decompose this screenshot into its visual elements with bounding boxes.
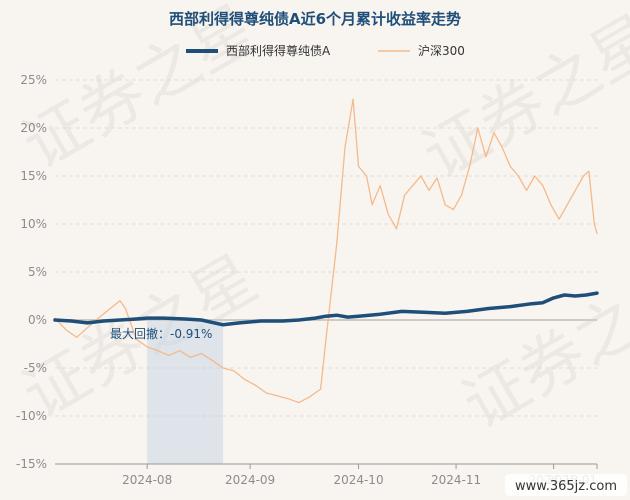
y-axis-labels: 25% 20% 15% 10% 5% 0% -5% -10% -15% <box>16 73 47 471</box>
y-tick-label: 5% <box>28 265 47 279</box>
site-badge-bg <box>505 474 627 496</box>
y-tick-label: -10% <box>16 409 47 423</box>
legend-label-index: 沪深300 <box>418 44 465 58</box>
x-tick-label: 2024-08 <box>122 473 172 487</box>
legend: 西部利得得尊纯债A 沪深300 <box>186 43 465 58</box>
series-layer <box>53 98 599 404</box>
y-tick-label: 20% <box>20 121 47 135</box>
y-tick-label: 15% <box>20 169 47 183</box>
x-tick-label: 2024-10 <box>333 473 383 487</box>
y-tick-label: -15% <box>16 457 47 471</box>
drawdown-shade-layer <box>147 320 224 464</box>
series-line-fund <box>53 291 599 327</box>
x-tick-label: 2024-11 <box>431 473 481 487</box>
chart-title: 西部利得得尊纯债A近6个月累计收益率走势 <box>169 10 461 28</box>
y-tick-label: -5% <box>24 361 47 375</box>
site-badge: www.365jz.com <box>505 474 627 496</box>
watermark-text: 证券之星 <box>451 252 630 444</box>
site-url: www.365jz.com <box>515 479 617 494</box>
drawdown-shade <box>147 320 224 464</box>
y-tick-label: 10% <box>20 217 47 231</box>
series-line-index <box>54 98 598 404</box>
watermark-text: 证券之星 <box>411 2 630 194</box>
max-drawdown-annotation: 最大回撤：-0.91% <box>110 326 212 341</box>
legend-label-fund: 西部利得得尊纯债A <box>226 43 331 58</box>
x-tick-label: 2024-09 <box>225 473 275 487</box>
y-tick-label: 25% <box>20 73 47 87</box>
y-tick-label: 0% <box>28 313 47 327</box>
watermark-layer: 证券之星 证券之星 证券之星 证券之星 <box>11 0 630 444</box>
